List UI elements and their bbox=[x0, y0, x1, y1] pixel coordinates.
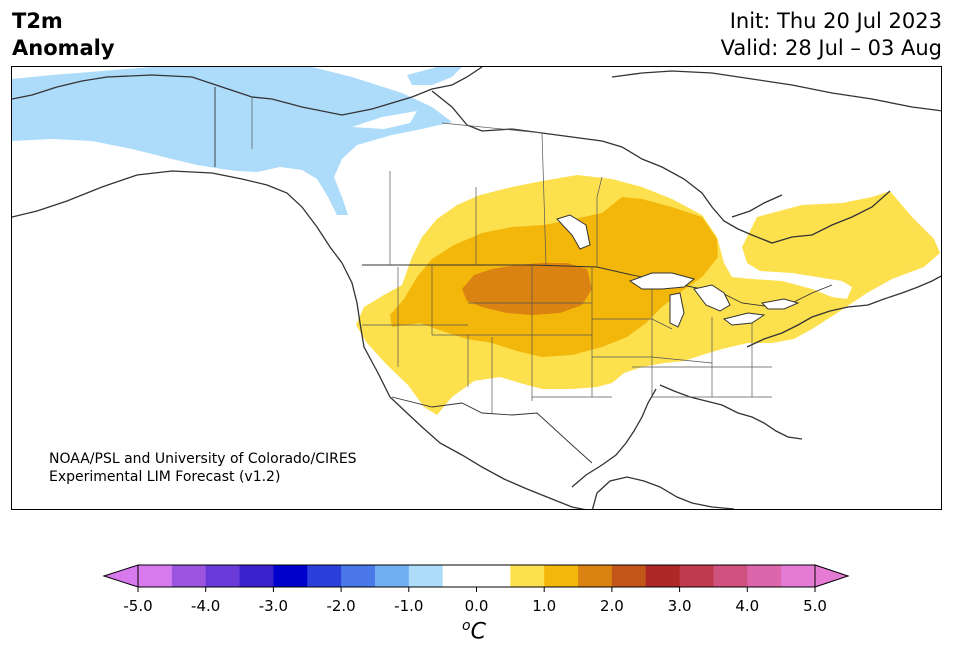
lake-patch bbox=[352, 111, 417, 129]
colorbar-ticks: -5.0 -4.0 -3.0 -2.0 -1.0 0.0 1.0 2.0 3.0 4.0 5.0 bbox=[123, 587, 827, 615]
colorbar-cell bbox=[578, 565, 613, 587]
anomaly-map bbox=[11, 66, 942, 510]
colorbar-tick-label: -4.0 bbox=[191, 597, 220, 615]
colorbar-tick-label: 2.0 bbox=[600, 597, 624, 615]
great-lakes bbox=[556, 214, 800, 328]
colorbar-cell bbox=[611, 565, 647, 587]
colorbar-tick-label: 3.0 bbox=[668, 597, 692, 615]
colorbar-cells bbox=[138, 565, 816, 587]
colorbar-cell bbox=[138, 565, 173, 587]
forecast-dates: Init: Thu 20 Jul 2023 Valid: 28 Jul – 03… bbox=[721, 8, 942, 62]
colorbar-tick-label: -1.0 bbox=[394, 597, 423, 615]
colorbar-cell bbox=[747, 565, 782, 587]
map-canvas bbox=[12, 67, 941, 509]
map-title: T2m Anomaly bbox=[12, 8, 115, 62]
init-date: Init: Thu 20 Jul 2023 bbox=[729, 9, 942, 33]
colorbar-cell bbox=[679, 565, 714, 587]
colorbar-cell bbox=[341, 565, 376, 587]
colorbar-tick-label: 1.0 bbox=[532, 597, 556, 615]
colorbar-cell bbox=[645, 565, 681, 587]
colorbar-cell bbox=[374, 565, 410, 587]
valid-dates: Valid: 28 Jul – 03 Aug bbox=[720, 36, 942, 60]
colorbar-cell bbox=[713, 565, 748, 587]
colorbar-cell bbox=[510, 565, 545, 587]
cool-anomaly-arctic bbox=[407, 67, 462, 85]
colorbar-cell bbox=[442, 565, 477, 587]
colorbar: -5.0 -4.0 -3.0 -2.0 -1.0 0.0 1.0 2.0 3.0 4.0 5.0 bbox=[0, 556, 953, 656]
colorbar-cell bbox=[205, 565, 241, 587]
unit-superscript: o bbox=[462, 618, 471, 634]
colorbar-cell bbox=[307, 565, 342, 587]
colorbar-tick-label: 0.0 bbox=[465, 597, 489, 615]
credit-line-1: NOAA/PSL and University of Colorado/CIRE… bbox=[49, 451, 357, 467]
colorbar-cell bbox=[239, 565, 274, 587]
colorbar-tick-label: 4.0 bbox=[735, 597, 759, 615]
colorbar-tick-label: -3.0 bbox=[259, 597, 288, 615]
colorbar-cell bbox=[544, 565, 579, 587]
title-line-2: Anomaly bbox=[12, 36, 115, 60]
colorbar-cell bbox=[476, 565, 511, 587]
colorbar-over-triangle bbox=[814, 564, 850, 588]
colorbar-cell bbox=[171, 565, 207, 587]
colorbar-tick-label: 5.0 bbox=[803, 597, 827, 615]
unit-base: C bbox=[470, 619, 486, 645]
colorbar-under-triangle bbox=[102, 564, 139, 588]
colorbar-cell bbox=[273, 565, 308, 587]
colorbar-cell bbox=[408, 565, 444, 587]
colorbar-unit: oC bbox=[462, 618, 486, 644]
cool-anomaly-alaska bbox=[12, 67, 452, 215]
colorbar-cell bbox=[781, 565, 816, 587]
colorbar-tick-label: -2.0 bbox=[326, 597, 355, 615]
title-line-1: T2m bbox=[12, 9, 63, 33]
colorbar-svg: -5.0 -4.0 -3.0 -2.0 -1.0 0.0 1.0 2.0 3.0 4.0 5.0 bbox=[102, 564, 850, 615]
warm-anomaly-3 bbox=[462, 263, 592, 315]
credit-line-2: Experimental LIM Forecast (v1.2) bbox=[49, 469, 281, 485]
province-state-lines bbox=[251, 97, 772, 413]
credit-text: NOAA/PSL and University of Colorado/CIRE… bbox=[49, 450, 357, 486]
colorbar-tick-label: -5.0 bbox=[123, 597, 152, 615]
